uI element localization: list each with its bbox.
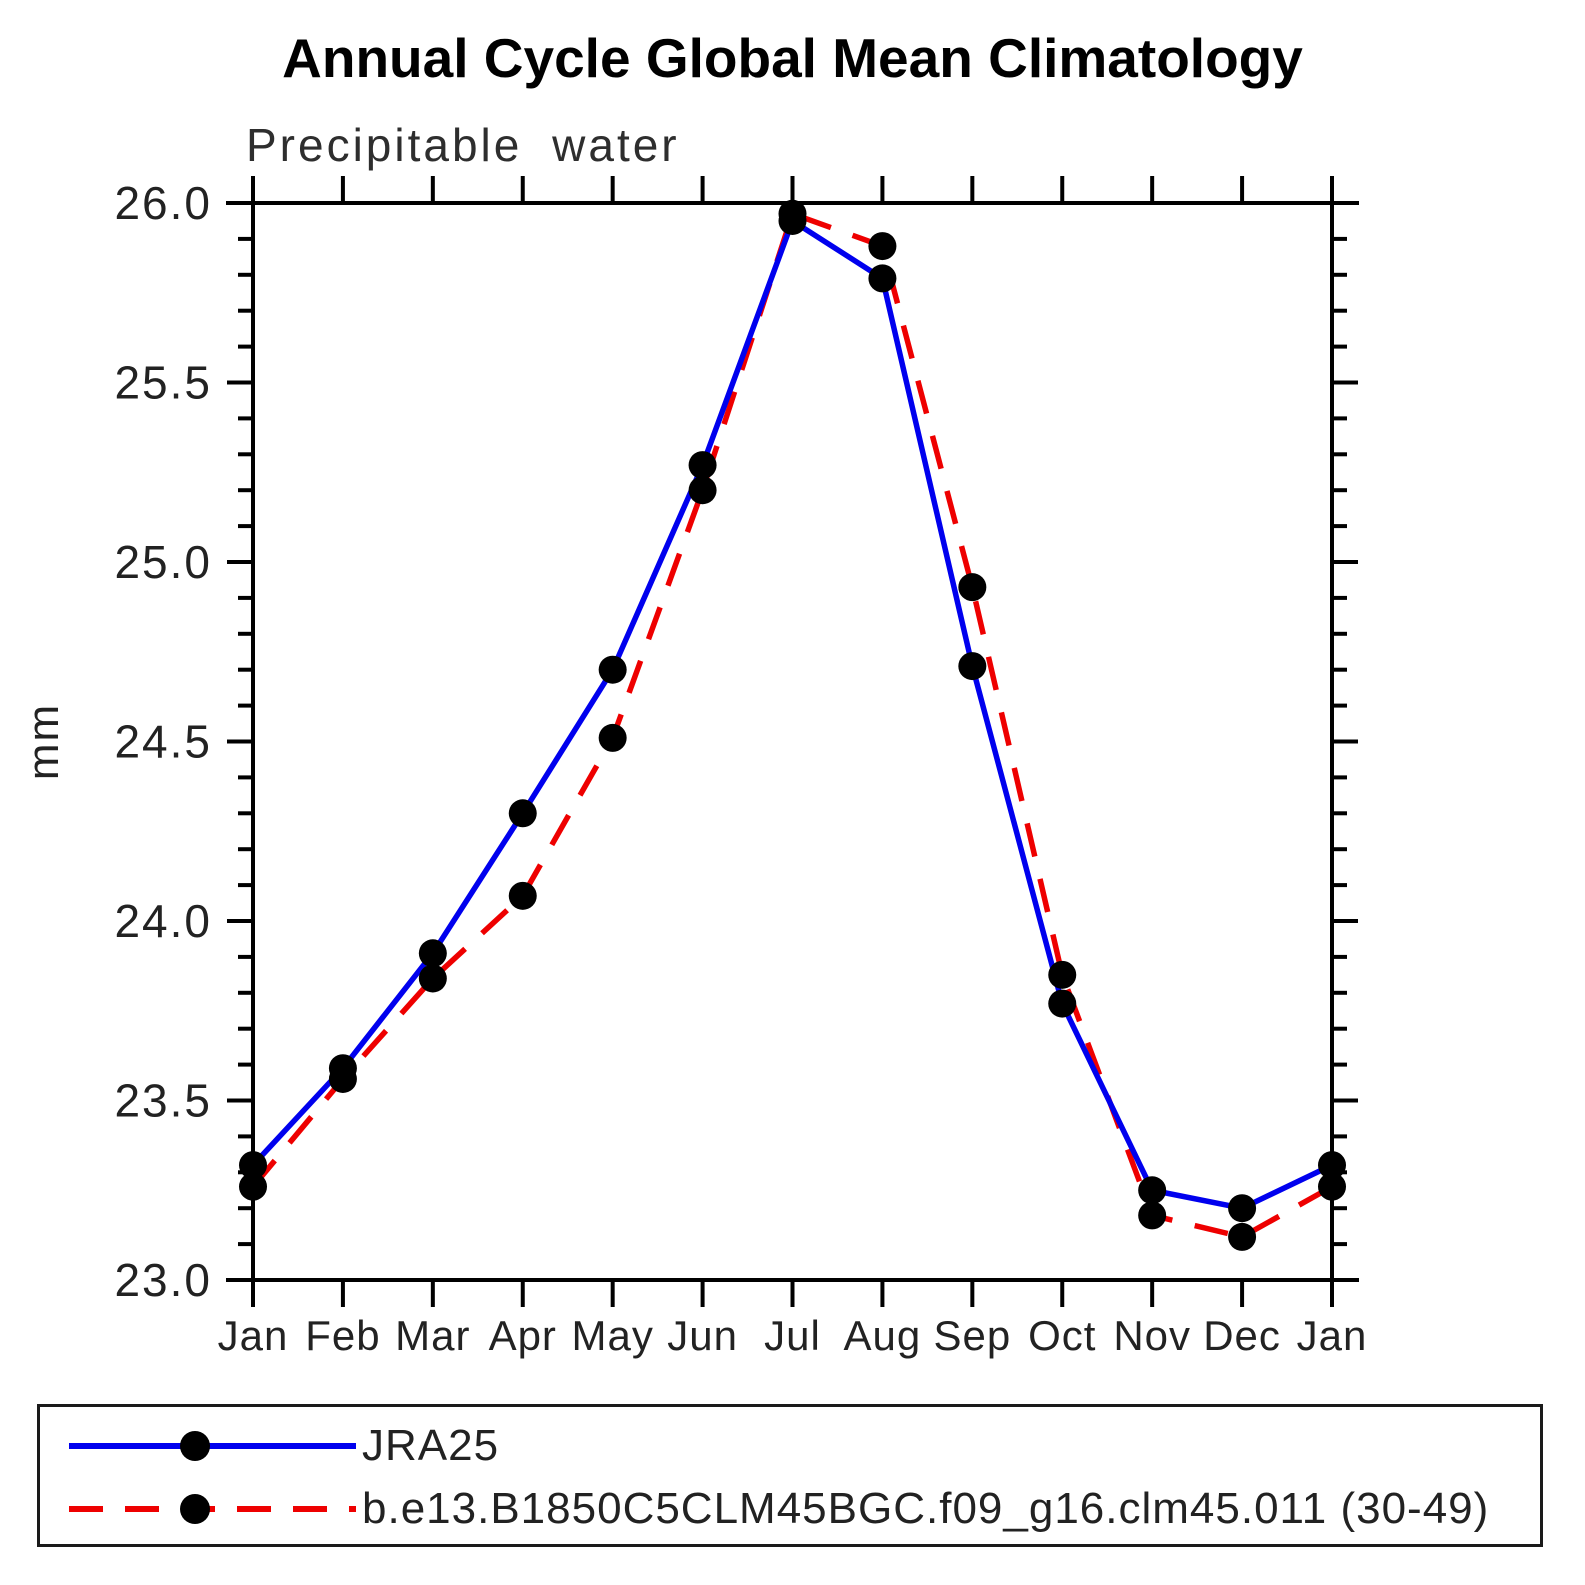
data-point-1-jan [239, 1172, 267, 1201]
legend-row-jra25: JRA25 [65, 1416, 499, 1476]
chart-title: Annual Cycle Global Mean Climatology [282, 27, 1303, 89]
x-tick-label-jan: Jan [218, 1312, 289, 1359]
y-tick-label: 25.0 [114, 536, 212, 588]
x-tick-label-apr: Apr [489, 1312, 557, 1359]
y-tick-label: 23.5 [114, 1075, 212, 1127]
data-point-1-may [598, 723, 627, 752]
data-point-1-feb [328, 1064, 357, 1093]
x-tick-label-oct: Oct [1028, 1312, 1096, 1359]
data-point-1-dec [1228, 1222, 1257, 1251]
data-point-0-mar [418, 939, 447, 968]
data-point-1-nov [1138, 1201, 1167, 1230]
data-point-0-apr [508, 799, 537, 828]
x-tick-label-aug: Aug [844, 1312, 922, 1359]
x-tick-label-jul: Jul [764, 1312, 821, 1359]
data-point-1-oct [1048, 960, 1077, 989]
x-tick-label-jan: Jan [1297, 1312, 1368, 1359]
data-point-1-jun [688, 476, 717, 505]
data-point-1-jul [778, 199, 807, 228]
x-tick-label-may: May [571, 1312, 653, 1359]
data-point-0-nov [1138, 1176, 1167, 1205]
x-tick-label-nov: Nov [1113, 1312, 1191, 1359]
legend-label-model: b.e13.B1850C5CLM45BGC.f09_g16.clm45.011 … [362, 1484, 1490, 1533]
legend-swatch-solid-line-dot-icon [69, 1431, 356, 1461]
legend-row-model: b.e13.B1850C5CLM45BGC.f09_g16.clm45.011 … [65, 1479, 1489, 1539]
data-point-0-oct [1048, 989, 1077, 1018]
y-tick-label: 24.0 [114, 895, 212, 947]
data-point-0-may [598, 655, 627, 684]
x-tick-label-dec: Dec [1203, 1312, 1281, 1359]
data-point-1-mar [418, 964, 447, 993]
y-tick-label: 24.5 [114, 716, 212, 768]
data-point-0-jan [1318, 1151, 1346, 1180]
data-point-1-apr [508, 881, 537, 910]
y-tick-label: 23.0 [114, 1254, 212, 1306]
data-point-1-aug [868, 232, 897, 261]
data-point-0-jun [688, 451, 717, 480]
series-line-0 [250, 218, 1334, 1211]
x-tick-label-jun: Jun [667, 1312, 738, 1359]
legend-box: JRA25 b.e13.B1850C5CLM45BGC.f09_g16.clm4… [37, 1404, 1543, 1547]
y-axis-title: mm [19, 703, 68, 780]
data-point-1-jan [1318, 1172, 1346, 1201]
legend-label-jra25: JRA25 [362, 1421, 500, 1470]
legend-swatch-dashed-line-dot-icon [69, 1494, 356, 1524]
y-tick-label: 25.5 [114, 357, 212, 409]
x-tick-label-sep: Sep [933, 1312, 1011, 1359]
data-point-1-sep [958, 573, 987, 602]
x-tick-label-feb: Feb [305, 1312, 380, 1359]
x-tick-label-mar: Mar [395, 1312, 470, 1359]
chart-subtitle: Precipitable water [246, 119, 680, 171]
y-tick-label: 26.0 [114, 177, 212, 229]
data-point-0-sep [958, 652, 987, 681]
data-point-0-jan [239, 1151, 267, 1180]
data-point-0-aug [868, 264, 897, 293]
series-line-1 [250, 211, 1334, 1240]
data-point-0-dec [1228, 1194, 1257, 1223]
